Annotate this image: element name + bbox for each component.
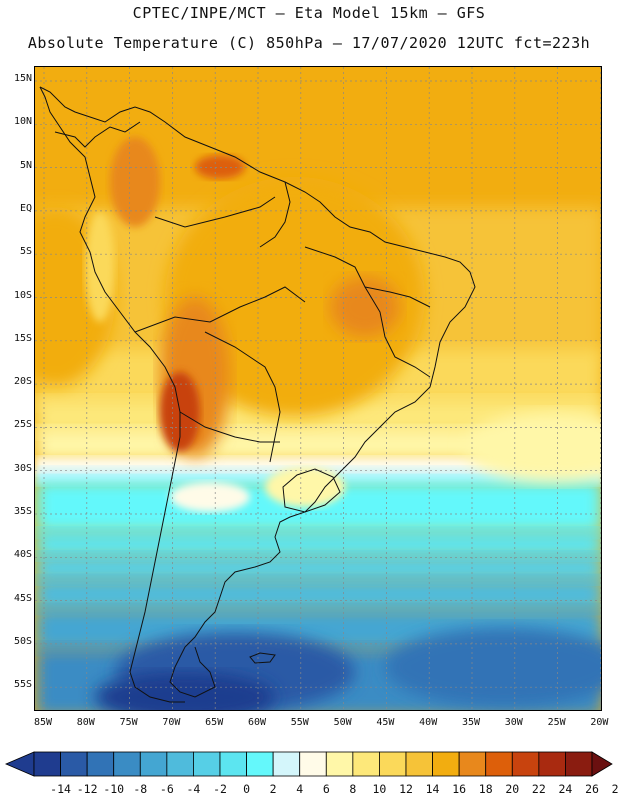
lat-label: 40S [13, 549, 32, 561]
colorbar-label: 22 [531, 782, 546, 796]
color-scale-bar [4, 751, 613, 777]
map-title: CPTEC/INPE/MCT – Eta Model 15km – GFS [132, 4, 486, 22]
lon-label: 75W [119, 717, 138, 728]
lat-label: 20S [13, 376, 32, 388]
colorbar-label: 4 [296, 782, 304, 796]
colorbar-label: 10 [372, 782, 387, 796]
lat-label: 15S [13, 332, 32, 344]
colorbar-segment [60, 751, 88, 777]
lon-label: 80W [76, 717, 95, 728]
colorbar-segment [33, 751, 61, 777]
lat-label: EQ [19, 202, 32, 214]
colorbar-label: -4 [186, 782, 201, 796]
lat-label: 10S [13, 289, 32, 301]
colorbar-label: 8 [349, 782, 357, 796]
colorbar-label: -8 [133, 782, 148, 796]
lon-label: 65W [205, 717, 224, 728]
lat-label: 10N [13, 116, 32, 128]
lon-label: 70W [162, 717, 181, 728]
colorbar-label: -12 [76, 782, 98, 796]
lon-label: 55W [290, 717, 309, 728]
colorbar-label: -10 [103, 782, 125, 796]
lon-label: 85W [33, 717, 53, 728]
colorbar-segment [458, 751, 487, 777]
colorbar-label: 18 [478, 782, 493, 796]
lon-label: 30W [504, 717, 523, 728]
colorbar-label: 6 [322, 782, 330, 796]
colorbar-max-arrow [591, 751, 613, 777]
lon-label: 35W [461, 717, 481, 728]
colorbar-label: -14 [50, 782, 71, 796]
colorbar-label: 2 [269, 782, 277, 796]
colorbar-segment [166, 751, 194, 777]
colorbar-segment [352, 751, 380, 777]
colorbar-label: 26 [585, 782, 599, 796]
colorbar-segment [219, 751, 247, 777]
lat-label: 15N [13, 73, 32, 84]
colorbar-segment [139, 751, 168, 777]
lon-label: 20W [590, 717, 609, 728]
lat-label: 5N [19, 159, 32, 171]
colorbar-label: 24 [558, 782, 573, 796]
lat-label: 35S [13, 506, 32, 517]
lon-label: 45W [376, 717, 395, 728]
colorbar-segment [246, 751, 274, 777]
lat-label: 5S [19, 246, 32, 258]
colorbar-segment [325, 751, 354, 777]
colorbar-segment [405, 751, 433, 777]
colorbar-segment [485, 751, 513, 777]
colorbar-label: 28 [611, 782, 618, 796]
colorbar-segment [538, 751, 566, 777]
colorbar-segment [86, 751, 115, 777]
colorbar-label: 0 [243, 782, 251, 796]
colorbar-label: -2 [213, 782, 227, 796]
colorbar-segment [299, 751, 327, 777]
lon-label: 60W [247, 717, 267, 728]
colorbar-segment [113, 751, 141, 777]
colorbar-segment [565, 751, 593, 777]
colorbar-segment [193, 751, 221, 777]
colorbar-label: 14 [425, 782, 440, 796]
colorbar-label: 12 [399, 782, 413, 796]
colorbar-label: -6 [159, 782, 174, 796]
colorbar-label: 16 [452, 782, 467, 796]
lon-label: 50W [333, 717, 352, 728]
colorbar-segment [432, 751, 460, 777]
colorbar-label: 20 [505, 782, 520, 796]
lat-label: 30S [13, 462, 32, 474]
colorbar-segment [511, 751, 540, 777]
lat-label: 25S [13, 419, 32, 431]
temperature-bands [35, 67, 601, 710]
colorbar-segment [379, 751, 407, 777]
colorbar-min-arrow [4, 751, 35, 777]
lon-label: 40W [419, 717, 438, 728]
lon-label: 25W [547, 717, 566, 728]
map-subtitle: Absolute Temperature (C) 850hPa – 17/07/… [27, 34, 591, 52]
colorbar-segment [272, 751, 301, 777]
lat-label: 50S [13, 635, 32, 647]
temperature-field [35, 67, 601, 710]
coastlines [39, 86, 476, 703]
temperature-map [34, 66, 602, 711]
lat-label: 55S [13, 679, 32, 691]
lat-label: 45S [13, 592, 32, 604]
